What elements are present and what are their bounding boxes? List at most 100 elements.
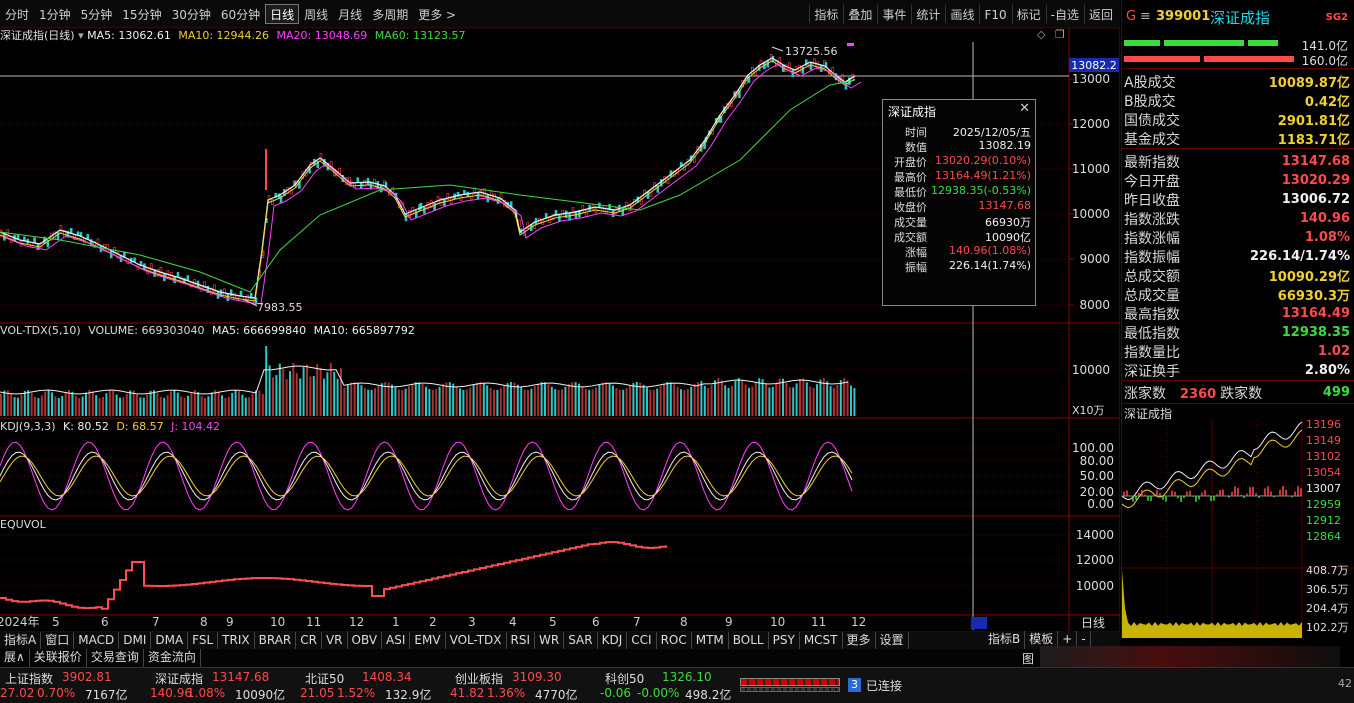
quote-row: 国债成交 2901.81亿 xyxy=(1124,110,1350,129)
indicator-tab-20[interactable]: MTM xyxy=(692,632,729,649)
period-10[interactable]: 更多 > xyxy=(413,4,461,24)
period-9[interactable]: 多周期 xyxy=(367,4,413,24)
indicator-tab-24[interactable]: 更多 xyxy=(843,632,876,649)
data-row: 成交量 66930万 xyxy=(887,214,1031,229)
indicator-tab-21[interactable]: BOLL xyxy=(729,632,769,649)
indicator-tab-10[interactable]: OBV xyxy=(348,632,383,649)
data-row: 收盘价 13147.68 xyxy=(887,199,1031,214)
stock-code: 399001 xyxy=(1156,9,1210,24)
index-price: 3902.81 xyxy=(62,670,112,684)
period-0[interactable]: 分时 xyxy=(0,4,34,24)
indicator-tab-11[interactable]: ASI xyxy=(382,632,410,649)
ma10-value: MA10: 12944.26 xyxy=(178,29,269,42)
period-3[interactable]: 15分钟 xyxy=(117,4,166,24)
mini-tick: 13054 xyxy=(1306,466,1341,479)
toolbar-btn-8[interactable]: 返回 xyxy=(1084,4,1118,24)
equvol-line xyxy=(0,542,666,609)
window-restore-icon[interactable]: ❐ xyxy=(1055,28,1065,41)
info-tab-0[interactable]: 展∧ xyxy=(0,649,30,667)
diamond-icon[interactable]: ◇ xyxy=(1037,28,1045,41)
indicator-tab-12[interactable]: EMV xyxy=(410,632,445,649)
quote-label: 基金成交 xyxy=(1124,129,1180,149)
period-7[interactable]: 周线 xyxy=(299,4,333,24)
vol-legend: VOL-TDX(5,10) VOLUME: 669303040 MA5: 666… xyxy=(0,324,415,337)
period-5[interactable]: 60分钟 xyxy=(216,4,265,24)
indicator-tab-18[interactable]: CCI xyxy=(627,632,656,649)
indicator-tab-25[interactable]: 设置 xyxy=(876,632,909,649)
indicator-tab-0[interactable]: 指标A xyxy=(0,632,41,649)
indicator-tab-6[interactable]: TRIX xyxy=(218,632,254,649)
intraday-mini-chart[interactable]: 13196 13149 13102 13054 13007 12959 12912 12864… xyxy=(1122,420,1354,638)
indicator-tab-right-0[interactable]: 指标B xyxy=(984,631,1025,649)
indicator-tab-22[interactable]: PSY xyxy=(769,632,800,649)
indicator-tab-16[interactable]: SAR xyxy=(564,632,597,649)
indicator-tab-5[interactable]: FSL xyxy=(188,632,218,649)
indicator-tab-1[interactable]: 窗口 xyxy=(41,632,74,649)
indicator-tab-7[interactable]: BRAR xyxy=(255,632,297,649)
kdj-j: J: 104.42 xyxy=(171,420,220,433)
toolbar-btn-3[interactable]: 统计 xyxy=(911,4,945,24)
toolbar-btn-4[interactable]: 画线 xyxy=(945,4,979,24)
signal-meter-2 xyxy=(740,687,840,692)
indicator-tab-2[interactable]: MACD xyxy=(74,632,119,649)
indicator-tab-19[interactable]: ROC xyxy=(657,632,692,649)
quote-value: 0.42亿 xyxy=(1305,91,1350,110)
data-row: 时间 2025/12/05/五 xyxy=(887,124,1031,139)
toolbar-btn-6[interactable]: 标记 xyxy=(1012,4,1046,24)
quote-value: 2.80% xyxy=(1305,363,1350,378)
indicator-tab-13[interactable]: VOL-TDX xyxy=(446,632,507,649)
period-2[interactable]: 5分钟 xyxy=(76,4,118,24)
period-4[interactable]: 30分钟 xyxy=(167,4,216,24)
period-8[interactable]: 月线 xyxy=(333,4,367,24)
ma20-line xyxy=(6,64,861,304)
ma60-value: MA60: 13123.57 xyxy=(375,29,466,42)
connection-status[interactable]: 已连接 xyxy=(866,677,902,694)
ma5-value: MA5: 13062.61 xyxy=(87,29,171,42)
chart-icon[interactable]: 图 xyxy=(1022,650,1034,667)
indicator-tab-9[interactable]: VR xyxy=(322,632,348,649)
toolbar-btn-1[interactable]: 叠加 xyxy=(843,4,877,24)
index-name[interactable]: 科创50 xyxy=(605,670,644,687)
indicator-tab-15[interactable]: WR xyxy=(535,632,564,649)
indicator-tab-23[interactable]: MCST xyxy=(800,632,843,649)
indicator-tab-3[interactable]: DMI xyxy=(119,632,151,649)
indicator-tab-4[interactable]: DMA xyxy=(151,632,188,649)
data-row: 数值 13082.19 xyxy=(887,139,1031,154)
quote-value: 13164.49 xyxy=(1282,306,1350,321)
quote-value: 10090.29亿 xyxy=(1269,266,1350,285)
period-tag: 日线 xyxy=(1081,616,1105,630)
index-name[interactable]: 北证50 xyxy=(305,670,344,687)
indicator-tab-17[interactable]: KDJ xyxy=(598,632,628,649)
toolbar-btn-0[interactable]: 指标 xyxy=(809,4,843,24)
indicator-tabs: 指标A 窗口 MACD DMI DMA FSL TRIX BRAR CR VR OBV ASI EMV V… xyxy=(0,631,1120,649)
info-tab-3[interactable]: 资金流向 xyxy=(144,649,201,667)
period-1[interactable]: 1分钟 xyxy=(34,4,76,24)
period-6[interactable]: 日线 xyxy=(265,4,299,24)
info-tab-2[interactable]: 交易查询 xyxy=(87,649,144,667)
up-count-label: 涨家数 xyxy=(1124,386,1166,402)
index-name[interactable]: 深证成指 xyxy=(155,670,203,687)
ma-toggle-icon[interactable]: ▾ xyxy=(78,29,84,42)
data-row-value: 13082.19 xyxy=(979,139,1032,154)
quote-value: 13006.72 xyxy=(1282,192,1350,207)
index-amount: 4770亿 xyxy=(535,686,578,703)
data-row: 最高价 13164.49(1.21%) xyxy=(887,169,1031,184)
indicator-tab-14[interactable]: RSI xyxy=(507,632,536,649)
toolbar-btn-2[interactable]: 事件 xyxy=(877,4,911,24)
main-legend: 深证成指(日线) ▾ MA5: 13062.61 MA10: 12944.26 … xyxy=(0,29,465,42)
toolbar-btn-7[interactable]: -自选 xyxy=(1046,4,1084,24)
equvol-tick: 10000 xyxy=(1076,579,1114,593)
indicator-tab-8[interactable]: CR xyxy=(296,632,322,649)
index-price: 13147.68 xyxy=(212,670,269,684)
menu-icon[interactable]: ≡ xyxy=(1140,9,1151,24)
index-amount: 7167亿 xyxy=(85,686,128,703)
data-window: 深证成指 ✕ 时间 2025/12/05/五 数值 13082.19 开盘价 13020.… xyxy=(882,99,1036,306)
index-name[interactable]: 创业板指 xyxy=(455,670,503,687)
breadth-row: 涨家数 2360 跌家数 499 xyxy=(1124,383,1350,402)
info-tab-1[interactable]: 关联报价 xyxy=(30,649,87,667)
index-name[interactable]: 上证指数 xyxy=(5,670,53,687)
close-icon[interactable]: ✕ xyxy=(1019,101,1030,116)
sell-bar xyxy=(1124,56,1294,62)
month-label: 5 xyxy=(52,615,60,629)
toolbar-btn-5[interactable]: F10 xyxy=(979,4,1011,24)
